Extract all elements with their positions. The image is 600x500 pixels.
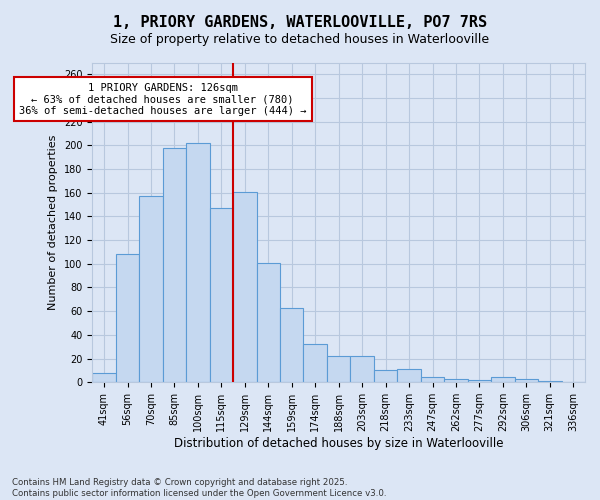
Bar — [421, 378, 444, 382]
Bar — [350, 356, 374, 382]
Bar — [280, 308, 304, 382]
Bar — [257, 262, 280, 382]
Bar — [116, 254, 139, 382]
Bar — [491, 378, 515, 382]
Text: Size of property relative to detached houses in Waterlooville: Size of property relative to detached ho… — [110, 32, 490, 46]
Bar — [163, 148, 186, 382]
Bar — [209, 208, 233, 382]
Bar — [467, 380, 491, 382]
X-axis label: Distribution of detached houses by size in Waterlooville: Distribution of detached houses by size … — [174, 437, 503, 450]
Bar — [397, 369, 421, 382]
Bar — [233, 192, 257, 382]
Bar — [374, 370, 397, 382]
Bar — [515, 378, 538, 382]
Text: 1, PRIORY GARDENS, WATERLOOVILLE, PO7 7RS: 1, PRIORY GARDENS, WATERLOOVILLE, PO7 7R… — [113, 15, 487, 30]
Text: Contains HM Land Registry data © Crown copyright and database right 2025.
Contai: Contains HM Land Registry data © Crown c… — [12, 478, 386, 498]
Text: 1 PRIORY GARDENS: 126sqm
← 63% of detached houses are smaller (780)
36% of semi-: 1 PRIORY GARDENS: 126sqm ← 63% of detach… — [19, 82, 307, 116]
Bar — [538, 381, 562, 382]
Bar — [92, 372, 116, 382]
Bar — [444, 378, 467, 382]
Y-axis label: Number of detached properties: Number of detached properties — [49, 134, 58, 310]
Bar — [304, 344, 327, 382]
Bar — [139, 196, 163, 382]
Bar — [186, 143, 209, 382]
Bar — [327, 356, 350, 382]
